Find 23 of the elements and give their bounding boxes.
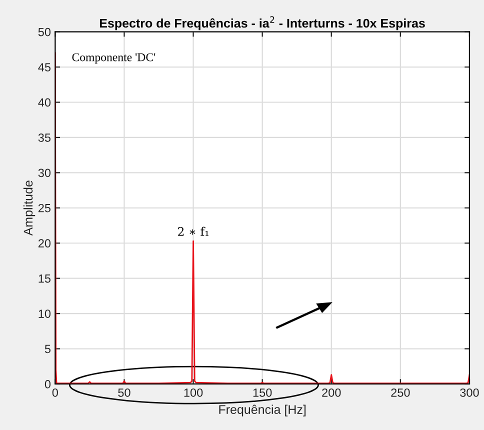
y-tick-label: 50 xyxy=(38,28,51,36)
y-tick-label: 10 xyxy=(38,310,51,318)
chart-title: Espectro de Frequências - ia$^{2}$ - Interturns - 10x Espiras xyxy=(100,16,425,30)
x-axis-title: Frequência [Hz] xyxy=(219,404,306,416)
x-tick-label: 0 xyxy=(52,388,58,397)
y-tick-label: 30 xyxy=(38,168,51,178)
y-tick-label: 40 xyxy=(38,98,51,107)
x-tick-label: 100 xyxy=(184,388,203,397)
y-tick-label: 20 xyxy=(38,239,51,248)
y-axis-title: Amplitude xyxy=(23,180,36,236)
x-tick-label: 50 xyxy=(118,388,130,397)
x-tick-label: 200 xyxy=(322,388,341,397)
y-tick-label: 45 xyxy=(38,63,51,72)
x-tick-label: 250 xyxy=(391,388,410,397)
y-tick-label: 35 xyxy=(38,134,51,142)
x-tick-label: 150 xyxy=(253,388,272,397)
y-tick-label: 15 xyxy=(38,274,51,283)
y-tick-label: 5 xyxy=(44,344,51,354)
y-tick-label: 25 xyxy=(38,204,51,212)
annotation: 2 ∗ f₁ xyxy=(178,226,208,236)
y-tick-label: 0 xyxy=(44,380,51,388)
x-tick-label: 300 xyxy=(460,388,479,397)
annotation: Componente 'DC' xyxy=(72,53,156,64)
